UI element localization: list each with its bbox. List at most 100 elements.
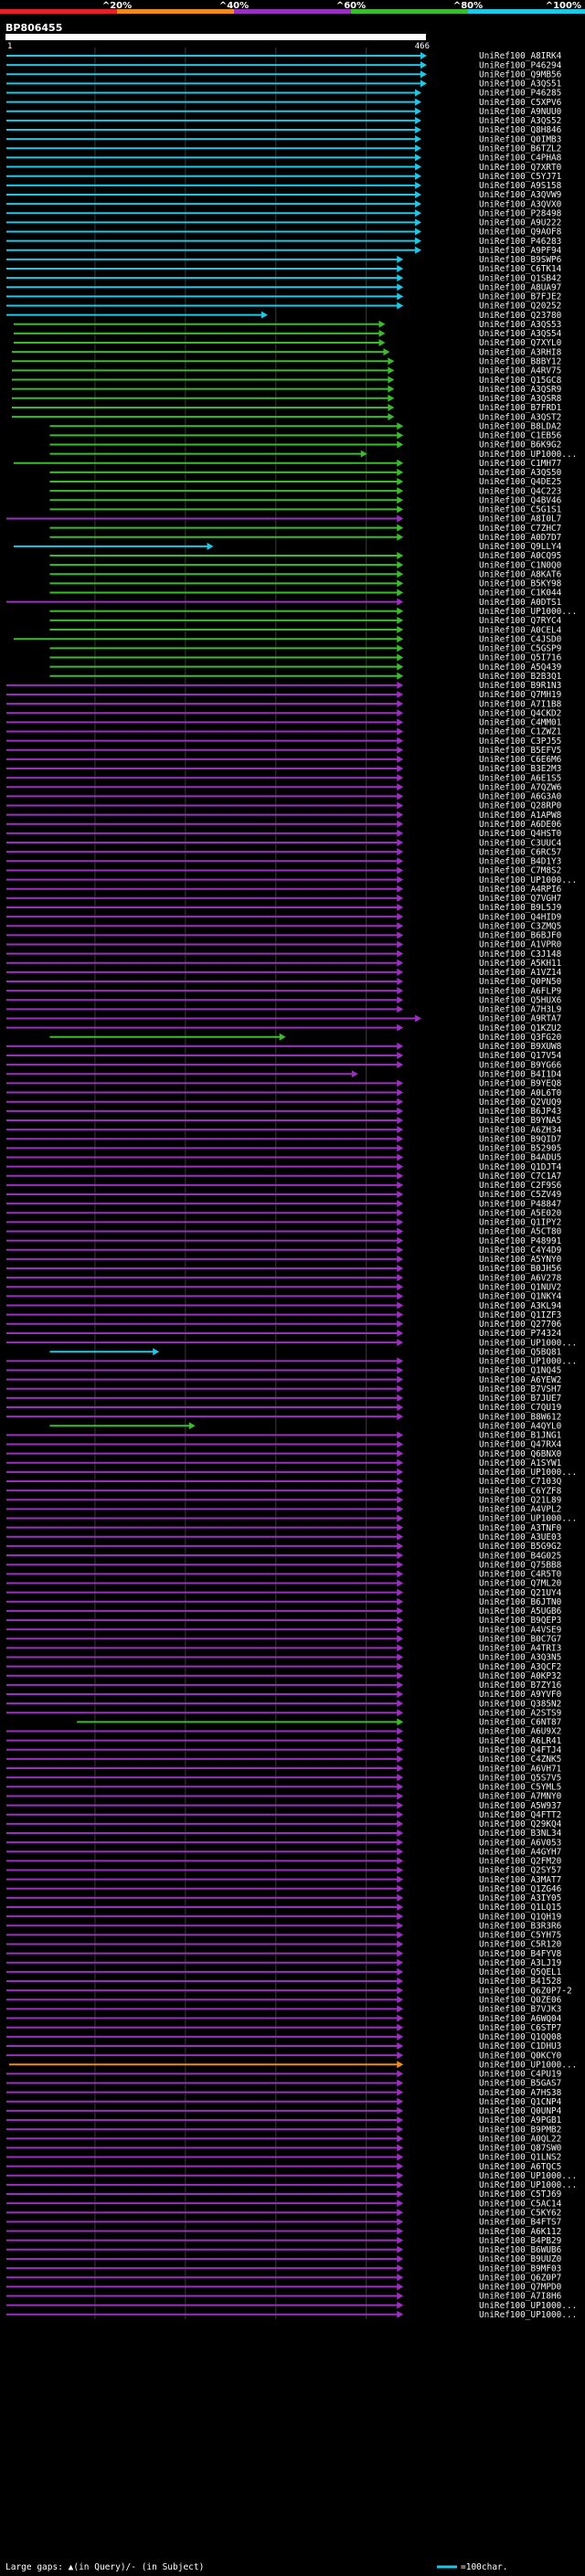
hit-row[interactable]: UniRef100_A5YNY0 (5, 1255, 562, 1265)
hit-label[interactable]: UniRef100_A7I8H6 (479, 2292, 562, 2302)
hit-label[interactable]: UniRef100_A6TQC5 (479, 2162, 561, 2172)
hit-row[interactable]: UniRef100_Q7ML20 (5, 1579, 562, 1589)
hit-row[interactable]: UniRef100_A7QZW6 (5, 782, 562, 792)
hit-label[interactable]: UniRef100_A6WQ04 (479, 2014, 562, 2024)
hit-row[interactable]: UniRef100_Q385N2 (5, 1699, 561, 1709)
hit-row[interactable]: UniRef100_B4FTS7 (5, 2218, 561, 2228)
hit-row[interactable]: UniRef100_Q7MPD0 (5, 2283, 562, 2293)
hit-row[interactable]: UniRef100_B9PMB2 (5, 2125, 561, 2135)
hit-row[interactable]: UniRef100_A8I0L7 (5, 514, 561, 525)
hit-row[interactable]: UniRef100_C2F9S6 (5, 1181, 562, 1191)
hit-label[interactable]: UniRef100_A1APW8 (479, 811, 562, 821)
hit-row[interactable]: UniRef100_C6STP7 (5, 2023, 561, 2033)
hit-row[interactable]: UniRef100_C5KY62 (5, 2208, 561, 2218)
hit-label[interactable]: UniRef100_Q0UNP4 (479, 2106, 562, 2116)
hit-row[interactable]: UniRef100_C1MH77 (13, 459, 561, 469)
hit-label[interactable]: UniRef100_UP1000... (479, 2301, 577, 2311)
hit-label[interactable]: UniRef100_UP1000... (479, 2171, 577, 2181)
hit-row[interactable]: UniRef100_C5G1S1 (49, 505, 562, 515)
hit-label[interactable]: UniRef100_A5CT80 (479, 1227, 562, 1237)
hit-label[interactable]: UniRef100_B9PMB2 (479, 2125, 561, 2135)
hit-row[interactable]: UniRef100_Q1IZF3 (5, 1310, 561, 1320)
hit-label[interactable]: UniRef100_Q9AOF8 (479, 228, 562, 238)
hit-row[interactable]: UniRef100_A3IY05 (5, 1893, 561, 1903)
hit-label[interactable]: UniRef100_Q1QH19 (479, 1912, 562, 1922)
hit-label[interactable]: UniRef100_Q28RP0 (479, 801, 562, 811)
hit-label[interactable]: UniRef100_C6E6M6 (479, 755, 562, 765)
hit-label[interactable]: UniRef100_Q4BV46 (479, 495, 562, 505)
hit-label[interactable]: UniRef100_Q1LNS2 (479, 2153, 561, 2163)
hit-label[interactable]: UniRef100_B4FTS7 (479, 2218, 561, 2228)
hit-row[interactable]: UniRef100_B7JUE7 (5, 1394, 561, 1404)
hit-label[interactable]: UniRef100_B7JUE7 (479, 1394, 561, 1404)
hit-label[interactable]: UniRef100_B41528 (479, 1977, 562, 1987)
hit-label[interactable]: UniRef100_A8I0L7 (479, 514, 561, 525)
hit-label[interactable]: UniRef100_B4D1Y3 (479, 857, 561, 867)
hit-row[interactable]: UniRef100_B41528 (5, 1977, 562, 1987)
hit-row[interactable]: UniRef100_B7FJE2 (5, 292, 561, 302)
hit-label[interactable]: UniRef100_C6RC57 (479, 847, 561, 857)
hit-row[interactable]: UniRef100_Q4FTT2 (5, 1810, 561, 1820)
hit-label[interactable]: UniRef100_B4PB29 (479, 2236, 562, 2246)
hit-row[interactable]: UniRef100_A4TRI3 (5, 1644, 561, 1654)
hit-row[interactable]: UniRef100_B9QEP3 (5, 1616, 561, 1626)
hit-label[interactable]: UniRef100_C4R5T0 (479, 1570, 562, 1580)
hit-row[interactable]: UniRef100_Q1LQ15 (5, 1903, 561, 1913)
hit-row[interactable]: UniRef100_Q4CKD2 (5, 708, 561, 718)
hit-row[interactable]: UniRef100_B4G025 (5, 1551, 561, 1561)
hit-label[interactable]: UniRef100_B4G025 (479, 1551, 561, 1561)
hit-label[interactable]: UniRef100_A9RTA7 (479, 1014, 561, 1024)
hit-label[interactable]: UniRef100_B9L5J9 (479, 903, 562, 913)
hit-label[interactable]: UniRef100_B4FYV8 (479, 1949, 562, 1959)
hit-label[interactable]: UniRef100_A3IY05 (479, 1893, 561, 1903)
hit-row[interactable]: UniRef100_Q21UY4 (5, 1588, 562, 1598)
hit-row[interactable]: UniRef100_A4VSE9 (5, 1625, 562, 1635)
hit-label[interactable]: UniRef100_A4RV75 (479, 366, 561, 376)
hit-label[interactable]: UniRef100_Q1ZG46 (479, 1884, 562, 1894)
hit-label[interactable]: UniRef100_A0CQ95 (479, 551, 561, 561)
hit-row[interactable]: UniRef100_A3QVW9 (5, 190, 562, 200)
hit-row[interactable]: UniRef100_A5CT80 (5, 1227, 562, 1237)
hit-row[interactable]: UniRef100_C1DHU3 (5, 2041, 561, 2051)
hit-row[interactable]: UniRef100_Q4C223 (49, 486, 561, 496)
hit-row[interactable]: UniRef100_P46285 (5, 89, 561, 99)
hit-row[interactable]: UniRef100_Q8H846 (5, 125, 562, 135)
hit-label[interactable]: UniRef100_A4VPL2 (479, 1505, 561, 1515)
hit-row[interactable]: UniRef100_Q47RX4 (5, 1440, 562, 1450)
hit-label[interactable]: UniRef100_C1ZWZ1 (479, 727, 562, 737)
hit-label[interactable]: UniRef100_Q8H846 (479, 125, 562, 135)
hit-label[interactable]: UniRef100_A9U222 (479, 218, 561, 228)
hit-row[interactable]: UniRef100_A3LJ19 (5, 1958, 562, 1968)
hit-label[interactable]: UniRef100_A5YNY0 (479, 1255, 562, 1265)
hit-row[interactable]: UniRef100_A1VPR0 (5, 940, 562, 950)
hit-row[interactable]: UniRef100_B9SWP6 (5, 255, 562, 265)
hit-row[interactable]: UniRef100_A7HS38 (5, 2088, 562, 2098)
hit-label[interactable]: UniRef100_C5XPV6 (479, 98, 562, 108)
hit-row[interactable]: UniRef100_A4RV75 (11, 366, 561, 376)
hit-label[interactable]: UniRef100_Q4DE25 (479, 477, 561, 487)
hit-label[interactable]: UniRef100_Q2SY57 (479, 1866, 561, 1876)
hit-row[interactable]: UniRef100_C5GSP9 (49, 644, 562, 654)
hit-row[interactable]: UniRef100_C5R120 (5, 1940, 562, 1950)
hit-label[interactable]: UniRef100_Q1IPY2 (479, 1218, 561, 1228)
hit-label[interactable]: UniRef100_C4Y4D9 (479, 1246, 562, 1256)
hit-row[interactable]: UniRef100_P48847 (5, 1199, 561, 1209)
hit-label[interactable]: UniRef100_P46283 (479, 237, 561, 247)
hit-label[interactable]: UniRef100_A8IRK4 (479, 51, 562, 61)
hit-label[interactable]: UniRef100_A5W937 (479, 1801, 561, 1811)
hit-label[interactable]: UniRef100_A9PF94 (479, 246, 562, 256)
hit-row[interactable]: UniRef100_Q3FG20 (49, 1033, 562, 1043)
hit-label[interactable]: UniRef100_UP1000... (479, 2310, 577, 2320)
hit-label[interactable]: UniRef100_C1DHU3 (479, 2041, 561, 2051)
hit-label[interactable]: UniRef100_Q4C223 (479, 486, 561, 496)
hit-row[interactable]: UniRef100_C6TK14 (5, 264, 562, 274)
hit-label[interactable]: UniRef100_A9PGB1 (479, 2115, 562, 2125)
hit-row[interactable]: UniRef100_B6TZL2 (5, 144, 561, 154)
hit-row[interactable]: UniRef100_Q4HST0 (5, 829, 562, 839)
hit-label[interactable]: UniRef100_C5TJ69 (479, 2189, 562, 2200)
hit-label[interactable]: UniRef100_A6G3A0 (479, 792, 562, 802)
hit-label[interactable]: UniRef100_A4RPI6 (479, 885, 562, 895)
hit-row[interactable]: UniRef100_A6E1S5 (5, 773, 561, 783)
hit-label[interactable]: UniRef100_C7103Q (479, 1477, 562, 1487)
hit-label[interactable]: UniRef100_A5KH11 (479, 959, 562, 969)
